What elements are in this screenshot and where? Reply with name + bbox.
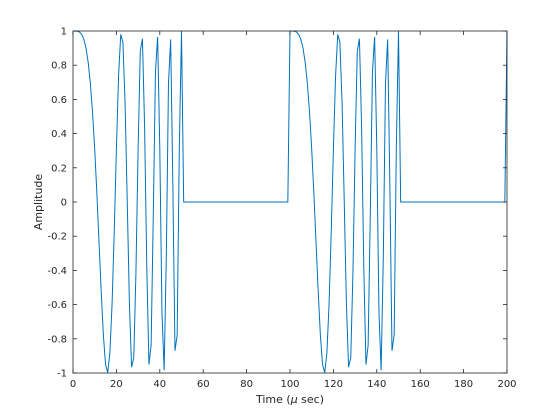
x-tick-label: 100	[280, 379, 299, 390]
x-tick-label: 180	[454, 379, 473, 390]
x-tick-label: 20	[110, 379, 123, 390]
y-axis-label: Amplitude	[32, 174, 45, 231]
x-tick-label: 160	[411, 379, 430, 390]
x-axis-ticks: 0 20 40 60 80 100 120 140 160 180 200	[70, 31, 517, 390]
y-tick-label: -0.6	[47, 300, 67, 311]
y-tick-label: 0	[61, 198, 67, 209]
y-tick-label: 0.8	[51, 61, 67, 72]
x-tick-label: 200	[497, 379, 516, 390]
y-tick-label: 0.2	[51, 163, 67, 174]
y-tick-label: -0.2	[47, 232, 67, 243]
x-tick-label: 80	[240, 379, 253, 390]
y-tick-label: 0.6	[51, 95, 67, 106]
y-tick-label: -1	[57, 369, 67, 380]
x-tick-label: 140	[367, 379, 386, 390]
x-axis-label: Time (μ sec)	[255, 393, 324, 406]
x-tick-label: 0	[70, 379, 76, 390]
y-tick-label: -0.8	[47, 334, 67, 345]
x-tick-label: 120	[324, 379, 343, 390]
y-tick-label: 1	[61, 27, 67, 38]
y-tick-label: 0.4	[51, 129, 67, 140]
y-tick-label: -0.4	[47, 266, 67, 277]
x-tick-label: 40	[153, 379, 166, 390]
y-axis-ticks: -1 -0.8 -0.6 -0.4 -0.2 0 0.2 0.4 0.6 0.8 1	[47, 27, 507, 380]
x-tick-label: 60	[197, 379, 210, 390]
